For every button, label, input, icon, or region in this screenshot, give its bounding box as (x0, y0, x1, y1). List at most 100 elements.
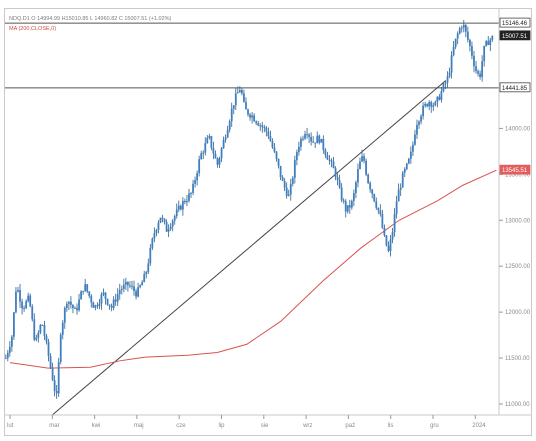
candle-body (82, 290, 85, 292)
candle-body (149, 247, 152, 264)
candle-body (365, 160, 367, 175)
candle-body (344, 201, 347, 212)
chart-header: NDQ.D1 O 14994.99 H15010.85 L 14960.82 C… (9, 16, 171, 22)
candle-body (460, 27, 463, 29)
candle-body (188, 193, 190, 201)
candle-body (253, 115, 256, 122)
candle-body (385, 235, 388, 246)
candle-body (379, 210, 382, 215)
candle-body (118, 289, 121, 295)
candle-body (51, 367, 54, 381)
trendline-group (51, 80, 447, 416)
candle-body (230, 108, 233, 122)
candle-body (127, 281, 129, 286)
price-label: 14441.85 (502, 86, 528, 92)
x-tick-label: lis (388, 423, 394, 429)
candle-body (257, 123, 260, 126)
candle-body (61, 322, 64, 335)
candle-body (151, 238, 154, 248)
candle-body (159, 217, 162, 223)
candle-body (332, 161, 335, 169)
candle-body (300, 138, 302, 147)
candle-body (471, 45, 473, 56)
candle-body (212, 148, 215, 154)
candle-body (283, 180, 286, 188)
candle-body (403, 168, 406, 173)
candle-body (243, 93, 245, 102)
candle-body (179, 205, 182, 210)
candle-body (348, 205, 351, 208)
candle-body (340, 187, 343, 201)
candle-body (157, 222, 160, 230)
candle-body (232, 105, 235, 109)
x-tick-label: paź (345, 423, 355, 429)
candle-body (74, 307, 76, 309)
candle-body (295, 152, 298, 161)
x-tick-label: kwi (92, 423, 101, 429)
candle-body (422, 105, 424, 117)
candle-body (59, 334, 62, 363)
candle-body (466, 31, 469, 40)
candle-body (45, 335, 48, 342)
candle-body (241, 90, 243, 94)
candle-body (407, 158, 410, 164)
candle-body (19, 289, 21, 302)
candle-body (405, 163, 408, 169)
price-labels: 15146.46 15007.51 14441.85 13545.51 (499, 17, 531, 175)
candle-body (383, 227, 386, 236)
candle-body (475, 66, 477, 72)
candle-body (412, 144, 414, 152)
candle-body (124, 281, 127, 285)
x-axis: lut mar kwi maj cze lip sie wrz paź lis gru 2024 (7, 415, 486, 429)
candle-body (409, 151, 412, 159)
candle-body (426, 103, 429, 107)
candle-body (49, 355, 52, 368)
candle-body (414, 134, 416, 145)
candle-body (393, 213, 396, 233)
candle-body (155, 229, 158, 234)
candle-body (78, 299, 80, 311)
candle-body (350, 200, 353, 208)
candle-body (314, 142, 317, 144)
candle-body (293, 160, 296, 178)
candle-body (298, 146, 300, 153)
candle-body (367, 174, 370, 184)
candle-body (202, 152, 205, 154)
candle-body (448, 72, 451, 77)
candle-body (57, 362, 60, 394)
candle-body (8, 346, 11, 353)
candle-body (369, 183, 372, 190)
x-tick-label: sie (261, 423, 269, 429)
candle-body (171, 220, 174, 227)
candle-body (249, 114, 251, 118)
candle-body (489, 39, 492, 45)
candles-group (4, 19, 494, 399)
candle-body (342, 200, 345, 202)
price-label: 13545.51 (502, 168, 528, 174)
candle-body (263, 127, 266, 129)
candle-body (6, 352, 9, 359)
candle-body (389, 239, 392, 251)
candle-body (485, 41, 488, 46)
candle-body (4, 358, 7, 360)
x-tick-label: lip (219, 423, 226, 429)
candle-body (271, 141, 274, 148)
horizontal-lines (5, 22, 499, 89)
candle-body (90, 295, 93, 303)
candle-body (251, 115, 253, 118)
candle-body (279, 165, 282, 178)
candle-body (397, 189, 400, 202)
candle-body (63, 308, 66, 323)
candle-body (355, 182, 357, 194)
candle-body (114, 299, 117, 302)
candle-body (147, 263, 150, 273)
candle-body (424, 103, 427, 106)
candle-body (139, 285, 142, 288)
candle-body (234, 93, 237, 106)
candle-body (167, 229, 170, 232)
candle-body (108, 304, 111, 307)
candle-body (76, 307, 78, 311)
x-tick-label: maj (134, 423, 144, 429)
candle-body (133, 286, 135, 292)
candle-body (334, 168, 337, 178)
